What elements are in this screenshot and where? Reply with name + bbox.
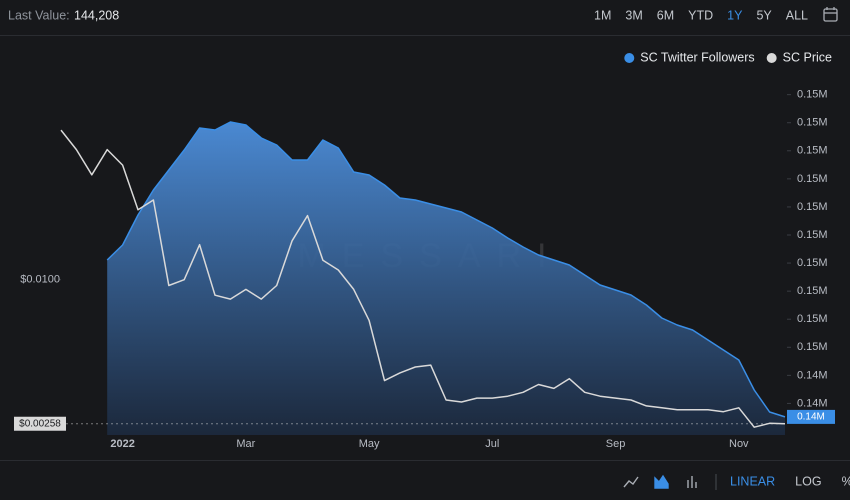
- range-button[interactable]: 5Y: [756, 8, 772, 22]
- last-value-tag-label: $0.00258: [19, 418, 61, 429]
- bar-icon[interactable]: [687, 476, 697, 488]
- y2-tick-label: 0.15M: [797, 117, 828, 129]
- last-value-tag-label: 0.14M: [797, 412, 825, 423]
- calendar-icon[interactable]: [823, 7, 838, 22]
- range-button[interactable]: YTD: [688, 8, 713, 22]
- y2-tick-label: 0.15M: [797, 173, 828, 185]
- line: [60, 129, 786, 428]
- range-button[interactable]: 6M: [657, 8, 674, 22]
- y2-tick-label: 0.15M: [797, 89, 828, 101]
- y2-tick-label: 0.15M: [797, 145, 828, 157]
- y-tick-label: $0.0100: [20, 274, 60, 286]
- area-icon[interactable]: [654, 474, 669, 489]
- legend-label: SC Price: [783, 50, 832, 64]
- legend-swatch: [766, 53, 777, 63]
- range-button[interactable]: 3M: [625, 8, 642, 22]
- x-tick-label: Jul: [485, 438, 499, 450]
- area: [107, 122, 785, 435]
- last-value-label: Last Value:: [8, 8, 70, 22]
- line: [106, 121, 786, 418]
- y2-tick-label: 0.15M: [797, 313, 828, 325]
- scale-button[interactable]: LOG: [795, 474, 821, 488]
- range-button[interactable]: 1Y: [727, 8, 743, 22]
- x-tick-label: 2022: [110, 438, 134, 450]
- range-button[interactable]: ALL: [786, 8, 808, 22]
- x-tick-label: Mar: [236, 438, 255, 450]
- last-value: 144,208: [74, 8, 119, 22]
- x-tick-label: Sep: [606, 438, 626, 450]
- y2-tick-label: 0.15M: [797, 229, 828, 241]
- last-value-tag: [14, 416, 66, 431]
- y2-tick-label: 0.15M: [797, 257, 828, 269]
- legend-label: SC Twitter Followers: [640, 50, 754, 64]
- scale-button[interactable]: %: [842, 474, 850, 488]
- x-tick-label: Nov: [729, 438, 749, 450]
- last-value-tag: [787, 409, 835, 424]
- y2-tick-label: 0.14M: [797, 369, 828, 381]
- footer-icons[interactable]: [623, 474, 717, 490]
- y2-tick-label: 0.15M: [797, 285, 828, 297]
- y2-tick-label: 0.15M: [797, 341, 828, 353]
- legend-swatch: [624, 53, 635, 63]
- y2-tick-label: 0.14M: [797, 397, 828, 409]
- y2-tick-label: 0.15M: [797, 201, 828, 213]
- line-icon[interactable]: [623, 476, 639, 488]
- scale-button[interactable]: LINEAR: [730, 474, 775, 488]
- range-button[interactable]: 1M: [594, 8, 611, 22]
- x-tick-label: May: [359, 438, 380, 450]
